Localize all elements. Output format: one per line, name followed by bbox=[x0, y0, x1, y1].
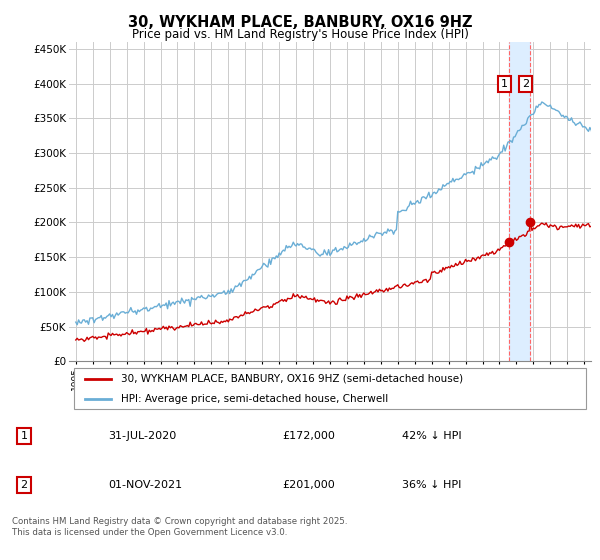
Text: Contains HM Land Registry data © Crown copyright and database right 2025.
This d: Contains HM Land Registry data © Crown c… bbox=[12, 517, 347, 536]
Text: 1: 1 bbox=[20, 431, 28, 441]
Text: HPI: Average price, semi-detached house, Cherwell: HPI: Average price, semi-detached house,… bbox=[121, 394, 388, 404]
Text: £201,000: £201,000 bbox=[282, 480, 335, 490]
Text: 42% ↓ HPI: 42% ↓ HPI bbox=[402, 431, 461, 441]
Bar bbox=[509, 42, 530, 361]
Text: Price paid vs. HM Land Registry's House Price Index (HPI): Price paid vs. HM Land Registry's House … bbox=[131, 28, 469, 41]
Text: 01-NOV-2021: 01-NOV-2021 bbox=[108, 480, 182, 490]
Text: 30, WYKHAM PLACE, BANBURY, OX16 9HZ (semi-detached house): 30, WYKHAM PLACE, BANBURY, OX16 9HZ (sem… bbox=[121, 374, 463, 384]
Text: 36% ↓ HPI: 36% ↓ HPI bbox=[402, 480, 461, 490]
Text: 31-JUL-2020: 31-JUL-2020 bbox=[108, 431, 176, 441]
Text: 2: 2 bbox=[20, 480, 28, 490]
Text: 30, WYKHAM PLACE, BANBURY, OX16 9HZ: 30, WYKHAM PLACE, BANBURY, OX16 9HZ bbox=[128, 15, 472, 30]
Text: £172,000: £172,000 bbox=[282, 431, 335, 441]
Text: 1: 1 bbox=[501, 78, 508, 88]
FancyBboxPatch shape bbox=[74, 368, 586, 409]
Text: 2: 2 bbox=[522, 78, 529, 88]
